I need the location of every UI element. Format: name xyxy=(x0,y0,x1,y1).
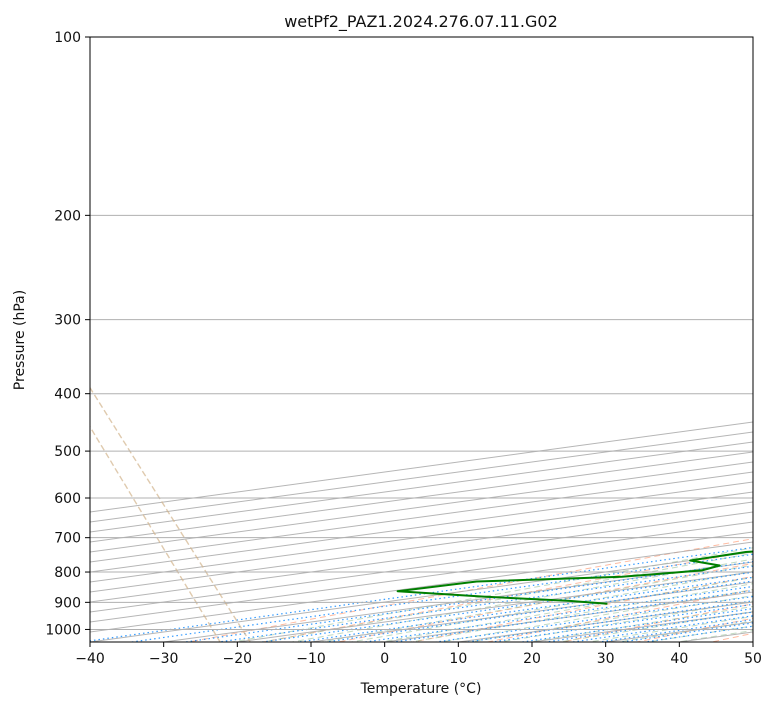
moist-adiabat-line xyxy=(289,558,753,642)
reference-curve xyxy=(90,425,221,642)
isotherm-line xyxy=(310,581,753,642)
dry-adiabat-line xyxy=(186,538,753,642)
x-tick-label: 20 xyxy=(523,651,541,667)
y-tick-label: 1000 xyxy=(45,622,81,638)
x-tick-label: −10 xyxy=(296,651,326,667)
mixing-ratio-line xyxy=(568,615,753,642)
mixing-ratio-line xyxy=(321,580,753,642)
moist-adiabat-line xyxy=(466,595,753,642)
isotherm-line xyxy=(531,611,753,642)
y-axis-ticks: 100 200 300 400 500 600 700 800 900 1000 xyxy=(45,30,90,638)
y-tick-label: 200 xyxy=(54,208,81,224)
mixing-ratio-line xyxy=(389,589,753,642)
isotherm-line xyxy=(90,501,753,593)
y-tick-label: 300 xyxy=(54,313,81,329)
y-tick-label: 900 xyxy=(54,595,81,611)
x-tick-label: −40 xyxy=(75,651,105,667)
mixing-ratio-line xyxy=(181,561,753,642)
y-tick-label: 400 xyxy=(54,387,81,403)
y-tick-label: 800 xyxy=(54,565,81,581)
isotherm-line xyxy=(90,471,753,563)
x-tick-label: 0 xyxy=(380,651,389,667)
isotherm-line xyxy=(90,451,753,543)
isotherm-line xyxy=(752,641,753,642)
dewpoint-profile-line xyxy=(396,550,753,605)
background-lines xyxy=(90,386,753,642)
moist-adiabat-line xyxy=(644,625,753,642)
isotherm-line xyxy=(90,521,753,613)
y-tick-label: 100 xyxy=(54,30,81,46)
isotherm-line xyxy=(90,461,753,553)
y-tick-label: 700 xyxy=(54,531,81,547)
dry-adiabat-line xyxy=(260,550,753,642)
x-tick-label: 40 xyxy=(670,651,688,667)
y-tick-label: 500 xyxy=(54,444,81,460)
moist-adiabat-line xyxy=(674,629,753,642)
isotherm-line xyxy=(384,591,753,642)
dry-adiabat-line xyxy=(410,575,753,642)
x-axis-ticks: −40 −30 −20 −10 0 10 20 30 40 50 xyxy=(75,642,762,667)
x-tick-label: 30 xyxy=(597,651,615,667)
mixing-ratio-line xyxy=(258,571,753,642)
x-tick-label: −20 xyxy=(223,651,253,667)
reference-curve xyxy=(90,386,251,642)
mixing-ratio-line xyxy=(431,595,753,642)
mixing-ratio-line xyxy=(127,553,753,642)
dry-adiabat-line xyxy=(335,562,753,642)
isotherm-line xyxy=(90,511,753,603)
profiles xyxy=(396,550,753,605)
x-tick-label: −30 xyxy=(149,651,179,667)
y-tick-label: 600 xyxy=(54,491,81,507)
plot-frame xyxy=(89,36,754,643)
isotherm-line xyxy=(90,481,753,573)
chart-title: wetPf2_PAZ1.2024.276.07.11.G02 xyxy=(284,12,558,32)
moist-adiabat-line xyxy=(614,620,753,642)
isotherm-line xyxy=(90,531,753,623)
pressure-grid xyxy=(90,36,753,630)
x-tick-label: 10 xyxy=(449,651,467,667)
isotherm-line xyxy=(90,541,753,633)
isotherm-line xyxy=(90,491,753,583)
moist-adiabat-line xyxy=(259,552,753,642)
x-tick-label: 50 xyxy=(744,651,762,667)
x-axis-label: Temperature (°C) xyxy=(360,681,482,697)
y-axis-label: Pressure (hPa) xyxy=(12,290,28,390)
moist-adiabat-line xyxy=(407,583,753,642)
